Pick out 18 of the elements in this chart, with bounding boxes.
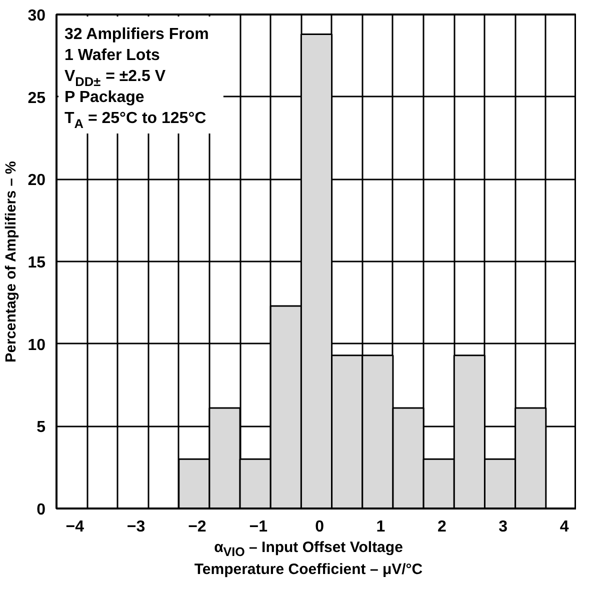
y-tick-label: 30 xyxy=(28,8,46,24)
y-tick-label: 5 xyxy=(36,419,46,436)
y-tick-label: 15 xyxy=(28,254,46,272)
x-tick-label: 2 xyxy=(437,518,446,536)
x-tick-label: −3 xyxy=(126,518,146,536)
x-tick-label: −2 xyxy=(188,518,206,536)
y-tick-label: 25 xyxy=(28,90,46,107)
x-tick-label: 3 xyxy=(498,518,508,536)
x-tick-label: −1 xyxy=(249,518,268,536)
y-tick-label: 20 xyxy=(28,172,46,190)
x-axis-title: α$_{VIO}$ – Input Offset Voltage Temperature Coefficient – μV/°C xyxy=(194,539,423,579)
y-tick-label: 10 xyxy=(28,336,46,354)
x-tick-label: 0 xyxy=(315,518,324,536)
x-tick-label: 4 xyxy=(560,518,569,536)
y-tick-label: 0 xyxy=(36,502,46,518)
x-tick-label: −4 xyxy=(66,518,84,536)
y-axis-title: Percentage of Amplifiers – % xyxy=(4,161,20,362)
x-tick-label: 1 xyxy=(376,518,386,536)
